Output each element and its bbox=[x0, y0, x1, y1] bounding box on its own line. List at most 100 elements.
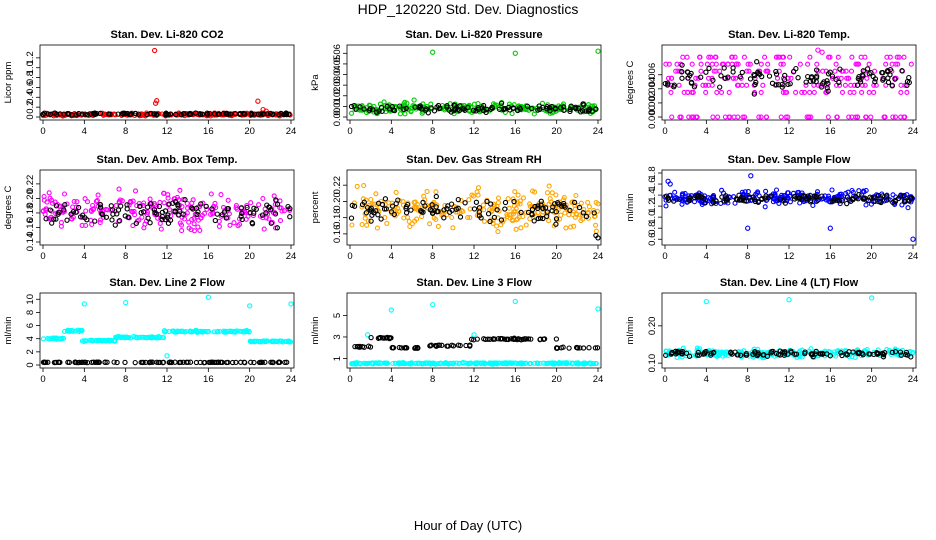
data-point bbox=[147, 196, 153, 202]
x-tick-label: 8 bbox=[430, 126, 435, 137]
data-point bbox=[363, 210, 370, 216]
data-point bbox=[58, 220, 64, 226]
data-point bbox=[238, 205, 244, 211]
data-point bbox=[848, 68, 855, 74]
data-point bbox=[64, 217, 70, 223]
data-point bbox=[811, 89, 817, 95]
y-tick-label: 0.002 bbox=[647, 91, 658, 115]
data-point bbox=[764, 114, 770, 120]
data-point bbox=[568, 224, 574, 230]
data-point bbox=[679, 191, 685, 197]
data-point bbox=[414, 201, 420, 207]
data-point bbox=[363, 360, 369, 366]
y-tick-label: 0.14 bbox=[25, 233, 36, 252]
data-point bbox=[889, 349, 895, 356]
data-point bbox=[732, 54, 738, 60]
data-point bbox=[97, 220, 103, 226]
data-point bbox=[592, 345, 599, 351]
x-tick-label: 8 bbox=[123, 374, 128, 385]
data-point bbox=[223, 215, 229, 221]
data-point bbox=[751, 91, 757, 97]
data-point bbox=[854, 82, 861, 88]
data-point bbox=[825, 196, 831, 202]
data-point bbox=[663, 61, 669, 67]
data-point bbox=[867, 194, 873, 200]
data-point bbox=[535, 203, 541, 209]
x-tick-label: 4 bbox=[389, 126, 394, 137]
data-point bbox=[868, 114, 874, 120]
data-point bbox=[768, 350, 774, 356]
data-point bbox=[850, 196, 856, 203]
data-point bbox=[880, 77, 886, 83]
data-point bbox=[710, 199, 717, 206]
data-point bbox=[524, 103, 531, 109]
data-point bbox=[907, 195, 914, 201]
data-point bbox=[553, 221, 559, 227]
data-point bbox=[824, 78, 830, 84]
x-tick-label: 12 bbox=[162, 251, 173, 262]
data-point bbox=[679, 62, 685, 68]
x-tick-label: 12 bbox=[784, 374, 795, 385]
data-point bbox=[241, 359, 247, 365]
data-point bbox=[510, 196, 516, 202]
x-tick-label: 4 bbox=[389, 374, 394, 385]
y-tick-label: 0.04 bbox=[332, 65, 343, 84]
data-point bbox=[426, 360, 432, 366]
data-point bbox=[890, 199, 896, 206]
x-tick-label: 0 bbox=[40, 374, 45, 385]
data-point bbox=[905, 205, 911, 211]
x-tick-label: 0 bbox=[662, 374, 667, 385]
data-point bbox=[899, 202, 905, 208]
data-point bbox=[540, 215, 546, 222]
data-point bbox=[663, 352, 669, 358]
panel-3: Stan. Dev. Li-820 Temp.0 4 8 12 16 20 240.0000… bbox=[625, 29, 918, 137]
data-point bbox=[870, 73, 876, 80]
data-point bbox=[54, 335, 60, 341]
data-point bbox=[168, 359, 175, 366]
data-point bbox=[411, 97, 417, 103]
data-point bbox=[209, 206, 215, 212]
data-point bbox=[892, 349, 899, 355]
data-point bbox=[780, 61, 786, 67]
data-point bbox=[192, 328, 198, 334]
data-point bbox=[884, 67, 891, 74]
x-tick-label: 24 bbox=[593, 126, 604, 137]
data-point bbox=[412, 345, 418, 351]
data-point bbox=[573, 104, 579, 110]
data-point bbox=[474, 336, 480, 342]
y-axis-label: percent bbox=[310, 191, 321, 223]
data-point bbox=[512, 50, 518, 56]
data-point bbox=[484, 106, 490, 112]
data-point bbox=[122, 359, 128, 366]
data-point bbox=[69, 327, 75, 334]
data-point bbox=[182, 197, 188, 203]
data-point bbox=[572, 203, 578, 209]
data-point bbox=[689, 114, 695, 120]
y-tick-label: 0.01 bbox=[332, 97, 343, 116]
data-point bbox=[204, 206, 210, 212]
data-point bbox=[232, 110, 239, 117]
data-point bbox=[547, 196, 553, 202]
data-point bbox=[679, 75, 685, 81]
data-point bbox=[404, 100, 410, 106]
data-point bbox=[760, 82, 766, 88]
data-point bbox=[853, 114, 859, 120]
data-point bbox=[368, 218, 374, 224]
x-tick-label: 24 bbox=[908, 251, 919, 262]
data-point bbox=[453, 206, 459, 212]
data-point bbox=[473, 361, 479, 367]
data-point bbox=[482, 361, 488, 367]
data-point bbox=[523, 222, 529, 228]
data-point bbox=[844, 352, 850, 358]
y-tick-label: 8 bbox=[25, 310, 36, 315]
data-point bbox=[143, 335, 150, 341]
data-point bbox=[583, 213, 590, 220]
data-point bbox=[546, 105, 553, 111]
data-point bbox=[208, 191, 214, 197]
data-point bbox=[271, 193, 277, 199]
data-point bbox=[362, 215, 368, 221]
data-point bbox=[826, 193, 832, 199]
data-point bbox=[448, 201, 455, 207]
data-point bbox=[242, 328, 248, 334]
data-point bbox=[161, 200, 167, 206]
